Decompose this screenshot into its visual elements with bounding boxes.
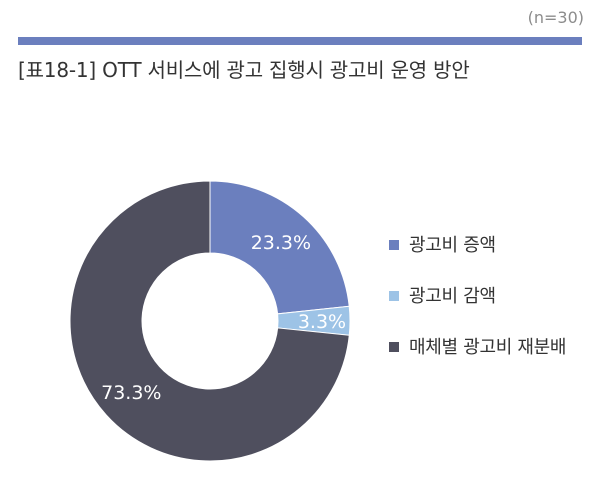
legend-label-1: 광고비 증액 — [409, 235, 496, 256]
header-accent-bar — [18, 37, 582, 45]
slice-value-label-1: 23.3% — [251, 232, 311, 254]
legend-item-2: 광고비 감액 — [389, 283, 589, 310]
chart-title: [표18-1] OTT 서비스에 광고 집행시 광고비 운영 방안 — [18, 58, 470, 82]
donut-slice-3 — [69, 180, 350, 462]
slice-value-label-3: 73.3% — [101, 382, 161, 404]
legend-swatch-1 — [389, 240, 399, 250]
legend-swatch-3 — [389, 342, 399, 352]
donut-slice-1 — [209, 180, 350, 315]
legend-item-3: 매체별 광고비 재분배 — [389, 334, 589, 361]
legend-label-3: 매체별 광고비 재분배 — [409, 337, 567, 358]
legend-label-2: 광고비 감액 — [409, 286, 496, 307]
legend-item-1: 광고비 증액 — [389, 232, 589, 259]
slice-value-label-2: 3.3% — [298, 311, 346, 333]
sample-size-label: (n=30) — [527, 8, 584, 27]
legend-swatch-2 — [389, 291, 399, 301]
